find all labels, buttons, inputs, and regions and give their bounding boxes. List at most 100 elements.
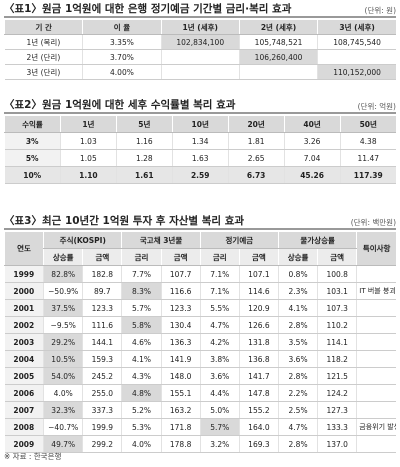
- cell: 5.7%: [199, 418, 240, 436]
- subheader-cell: 금액: [238, 248, 279, 266]
- subheader-cell: 금액: [82, 248, 122, 266]
- cell: 169.3: [238, 435, 279, 453]
- cell: 1.61: [115, 166, 173, 184]
- cell: 2000: [4, 282, 44, 300]
- cell: 155.1: [160, 384, 201, 402]
- cell: 3.5%: [277, 333, 318, 351]
- row: 2003 29.2% 144.1 4.6% 136.3 4.2% 131.8 3.5% 114.…: [4, 333, 396, 351]
- cell: 3.26: [283, 132, 341, 150]
- table-title: 〈표2〉원금 1억원에 대한 세후 수익률별 복리 효과: [4, 99, 236, 111]
- header-cell: 수익률: [4, 116, 61, 133]
- subheader-cell: 상승률: [277, 248, 318, 266]
- header-cell: 50년: [339, 116, 396, 133]
- cell: 114.1: [317, 333, 357, 351]
- cell: 4.2%: [199, 333, 240, 351]
- cell: [356, 350, 396, 368]
- cell: 2001: [4, 299, 44, 317]
- cell: 199.9: [82, 418, 122, 436]
- cell: 4.4%: [199, 384, 240, 402]
- row: 2007 32.3% 337.3 5.2% 163.2 5.0% 155.2 2.5% 127.…: [4, 401, 396, 419]
- cell: 126.6: [238, 316, 279, 334]
- table: 연도 주식(KOSPI) 국고채 3년물 정기예금 물가상승률 특이사항 상승률 금액 금리 금액…: [3, 232, 397, 453]
- cell: 2005: [4, 367, 44, 385]
- cell: 5.5%: [199, 299, 240, 317]
- cell: [356, 435, 396, 453]
- header-cell: 2년 (세후): [238, 20, 318, 35]
- cell: 7.1%: [199, 282, 240, 300]
- cell: [317, 49, 396, 65]
- cell: 141.9: [160, 350, 201, 368]
- cell: [160, 64, 240, 80]
- cell: 4.0%: [121, 435, 162, 453]
- cell: 118.2: [317, 350, 357, 368]
- cell: 5.3%: [121, 418, 162, 436]
- subheader-cell: 금액: [317, 248, 357, 266]
- row: 5% 1.05 1.28 1.63 2.65 7.04 11.47: [4, 149, 396, 167]
- cell: [356, 367, 396, 385]
- cell: 136.8: [238, 350, 279, 368]
- cell: 6.73: [227, 166, 285, 184]
- cell: 1.63: [171, 149, 229, 167]
- header-cell: 3년 (세후): [317, 20, 396, 35]
- cell: 137.0: [317, 435, 357, 453]
- cell: 7.1%: [199, 265, 240, 283]
- unit: (단위: 백만원): [350, 218, 396, 227]
- cell: 2년 (단리): [4, 49, 83, 65]
- cell: 107.1: [238, 265, 279, 283]
- cell: 124.2: [317, 384, 357, 402]
- row: 2005 54.0% 245.2 4.3% 148.0 3.6% 141.7 2.8% 121.…: [4, 367, 396, 385]
- cell: 5.2%: [121, 401, 162, 419]
- cell: [238, 64, 318, 80]
- cell: 49.7%: [43, 435, 83, 453]
- cell: 164.0: [238, 418, 279, 436]
- cell: 110,152,000: [317, 64, 396, 80]
- cell: 29.2%: [43, 333, 83, 351]
- cell: 1999: [4, 265, 44, 283]
- cell: 121.5: [317, 367, 357, 385]
- cell: 117.39: [339, 166, 396, 184]
- cell: 1.10: [59, 166, 117, 184]
- cell: 108,745,540: [317, 34, 396, 50]
- cell: 2.8%: [277, 435, 318, 453]
- cell: 133.3: [317, 418, 357, 436]
- cell: 1년 (복리): [4, 34, 83, 50]
- cell: [356, 265, 396, 283]
- subheader-cell: 상승률: [43, 248, 83, 266]
- cell: 159.3: [82, 350, 122, 368]
- cell: 7.7%: [121, 265, 162, 283]
- cell: 102,834,100: [160, 34, 240, 50]
- cell: 337.3: [82, 401, 122, 419]
- header-cell: 국고채 3년물: [121, 232, 201, 249]
- row: 1999 82.8% 182.8 7.7% 107.7 7.1% 107.1 0.8% 100.…: [4, 265, 396, 283]
- cell: 111.6: [82, 316, 122, 334]
- section-1: 〈표1〉원금 1억원에 대한 은행 정기예금 기간별 금리·복리 효과 (단위: …: [3, 0, 396, 80]
- subheader-cell: 금리: [199, 248, 240, 266]
- header-cell: 연도: [3, 232, 44, 266]
- cell: 171.8: [160, 418, 201, 436]
- cell: 182.8: [82, 265, 122, 283]
- section-3: 〈표3〉최근 10년간 1억원 투자 후 자산별 복리 효과 (단위: 백만원) …: [3, 212, 397, 453]
- row: 3년 (단리) 4.00% 110,152,000: [4, 64, 396, 80]
- cell: 1.81: [227, 132, 285, 150]
- cell: 7.04: [283, 149, 341, 167]
- cell: 131.8: [238, 333, 279, 351]
- subheader-row: 상승률 금액 금리 금액 금리 금액 상승률 금액: [5, 248, 397, 266]
- cell: 10.5%: [43, 350, 83, 368]
- cell: 3년 (단리): [4, 64, 83, 80]
- cell: 3.2%: [199, 435, 240, 453]
- table-title: 〈표1〉원금 1억원에 대한 은행 정기예금 기간별 금리·복리 효과: [4, 3, 292, 15]
- cell: 11.47: [339, 149, 396, 167]
- row: 2000 −50.9% 89.7 8.3% 116.6 7.1% 114.6 2.3% 103.…: [4, 282, 396, 300]
- cell: 4.3%: [121, 367, 162, 385]
- unit: (단위: 원): [364, 6, 396, 15]
- header-cell: 20년: [227, 116, 285, 133]
- cell: [160, 49, 240, 65]
- row: 10% 1.10 1.61 2.59 6.73 45.26 117.39: [4, 166, 396, 184]
- row: 2008 −40.7% 199.9 5.3% 171.8 5.7% 164.0 4.7% 133…: [4, 418, 396, 436]
- cell: 4.1%: [277, 299, 318, 317]
- row: 2006 4.0% 255.0 4.8% 155.1 4.4% 147.8 2.2% 124.2: [4, 384, 396, 402]
